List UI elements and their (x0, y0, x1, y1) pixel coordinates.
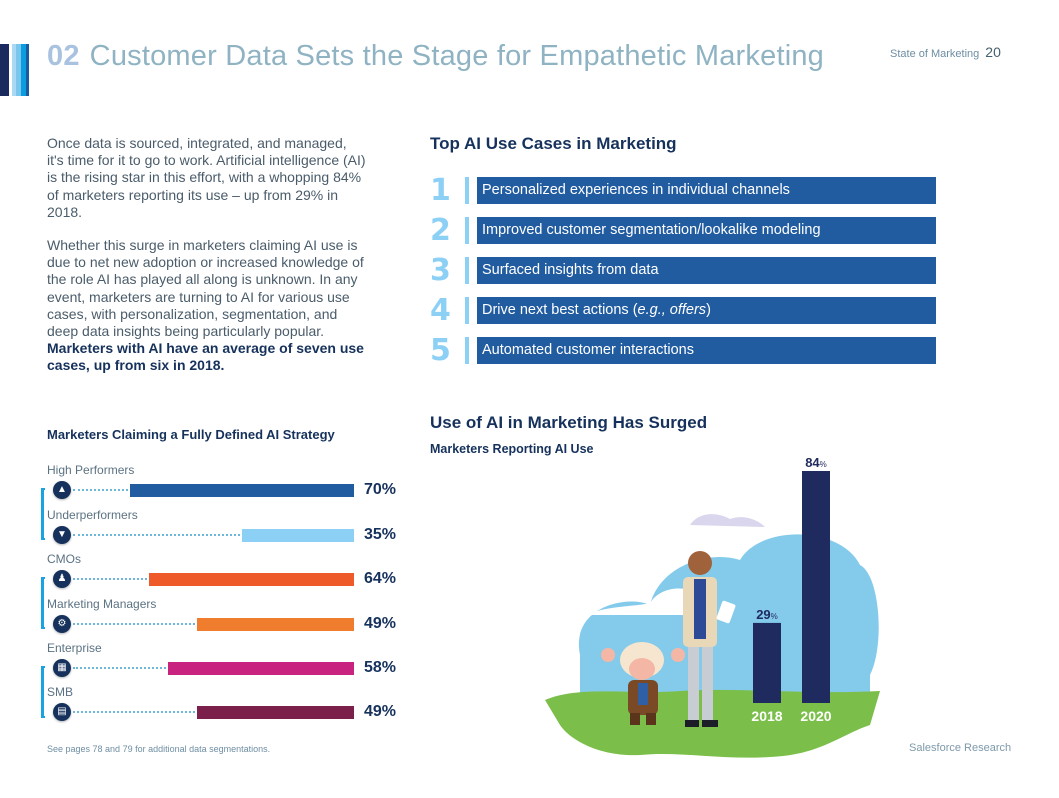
use-case-rank: 3 (430, 253, 451, 288)
stripe (26, 44, 29, 96)
surge-title: Use of AI in Marketing Has Surged (430, 413, 708, 432)
rank-divider (465, 297, 469, 324)
surge-value-label: 84% (805, 455, 827, 470)
use-case-rank: 2 (430, 213, 451, 248)
stripe (0, 44, 9, 96)
strategy-bar (242, 529, 354, 542)
use-case-rank: 1 (430, 173, 451, 208)
strategy-row: High Performers ▲ 70% (47, 463, 417, 507)
intro-paragraph-1: Once data is sourced, integrated, and ma… (47, 135, 366, 220)
use-case-label: Personalized experiences in individual c… (477, 177, 936, 204)
strategy-value-label: 49% (364, 615, 397, 632)
strategy-bar (149, 573, 354, 586)
intro-paragraph-2: Whether this surge in marketers claiming… (47, 237, 367, 375)
use-case-item: 4 Drive next best actions (e.g., offers) (430, 293, 940, 328)
person-illustration (683, 551, 736, 727)
dotted-leader (73, 623, 196, 625)
dotted-leader (73, 534, 240, 536)
cloud-illustration (690, 514, 765, 527)
use-case-label: Improved customer segmentation/lookalike… (477, 217, 936, 244)
strategy-row-label: Marketing Managers (47, 597, 157, 611)
use-case-item: 3 Surfaced insights from data (430, 253, 940, 288)
strategy-value-label: 70% (364, 481, 397, 498)
use-case-item: 1 Personalized experiences in individual … (430, 173, 940, 208)
cloud-illustration (578, 534, 879, 715)
dotted-leader (73, 489, 128, 491)
strategy-row-label: SMB (47, 685, 74, 699)
rank-divider (465, 217, 469, 244)
strategy-bar (197, 706, 354, 719)
stripe (9, 44, 12, 96)
strategy-row: Marketing Managers ⚙ 49% (47, 597, 417, 641)
use-case-label: Drive next best actions (e.g., offers) (477, 297, 936, 324)
strategy-row: Underperformers ▼ 35% (47, 508, 417, 552)
section-stripes (0, 44, 29, 96)
rank-divider (465, 177, 469, 204)
surge-bar-2020 (802, 471, 830, 703)
intro-paragraph-2-highlight: Marketers with AI have an average of sev… (47, 340, 364, 374)
use-case-item: 5 Automated customer interactions (430, 333, 940, 368)
strategy-row: Enterprise ▦ 58% (47, 641, 417, 685)
surge-category-label: 2020 (800, 708, 831, 724)
rank-divider (465, 337, 469, 364)
group-bracket (41, 488, 45, 540)
dotted-leader (73, 578, 148, 580)
footnote: See pages 78 and 79 for additional data … (47, 744, 271, 754)
publication-name: State of Marketing (890, 48, 980, 60)
use-case-item: 2 Improved customer segmentation/lookalik… (430, 213, 940, 248)
surge-bar-2018 (753, 622, 781, 703)
section-title: Customer Data Sets the Stage for Empathe… (89, 40, 824, 72)
use-case-rank: 5 (430, 333, 451, 368)
group-bracket (41, 666, 45, 718)
page-number: 20 (985, 44, 1001, 60)
stripe (12, 44, 16, 96)
marketing-manager-icon: ⚙ (53, 615, 71, 633)
rank-divider (465, 257, 469, 284)
stripe (21, 44, 26, 96)
cmo-icon: ♟ (53, 570, 71, 588)
intro-text: Once data is sourced, integrated, and ma… (47, 135, 367, 391)
stripe (16, 44, 21, 96)
dotted-leader (73, 667, 167, 669)
intro-paragraph-2-text: Whether this surge in marketers claiming… (47, 237, 364, 340)
page-title: 02 Customer Data Sets the Stage for Empat… (47, 40, 824, 73)
strategy-value-label: 35% (364, 526, 397, 543)
surge-subtitle: Marketers Reporting AI Use (430, 442, 594, 456)
group-bracket (41, 577, 45, 629)
strategy-row-label: Underperformers (47, 508, 138, 522)
strategy-row: SMB ▤ 49% (47, 685, 417, 729)
use-case-rank: 4 (430, 293, 451, 328)
strategy-bar (197, 618, 354, 631)
surge-category-label: 2018 (751, 708, 782, 724)
strategy-bar (168, 662, 354, 675)
section-number: 02 (47, 40, 80, 72)
smb-icon: ▤ (53, 703, 71, 721)
strategy-row-label: CMOs (47, 552, 81, 566)
high-performer-icon: ▲ (53, 481, 71, 499)
strategy-row-label: High Performers (47, 463, 135, 477)
use-case-label: Automated customer interactions (477, 337, 936, 364)
strategy-row: CMOs ♟ 64% (47, 552, 417, 596)
enterprise-icon: ▦ (53, 659, 71, 677)
strategy-value-label: 58% (364, 659, 397, 676)
strategy-bar (130, 484, 354, 497)
strategy-chart-title: Marketers Claiming a Fully Defined AI St… (47, 427, 335, 442)
cloud-illustration (585, 588, 705, 615)
strategy-row-label: Enterprise (47, 641, 102, 655)
astro-character-illustration (601, 642, 685, 725)
strategy-value-label: 64% (364, 570, 397, 587)
underperformer-icon: ▼ (53, 526, 71, 544)
running-header: State of Marketing 20 (890, 44, 1001, 60)
strategy-value-label: 49% (364, 703, 397, 720)
use-case-label: Surfaced insights from data (477, 257, 936, 284)
use-cases-title: Top AI Use Cases in Marketing (430, 134, 677, 153)
source-label: Salesforce Research (909, 742, 1012, 754)
dotted-leader (73, 711, 196, 713)
